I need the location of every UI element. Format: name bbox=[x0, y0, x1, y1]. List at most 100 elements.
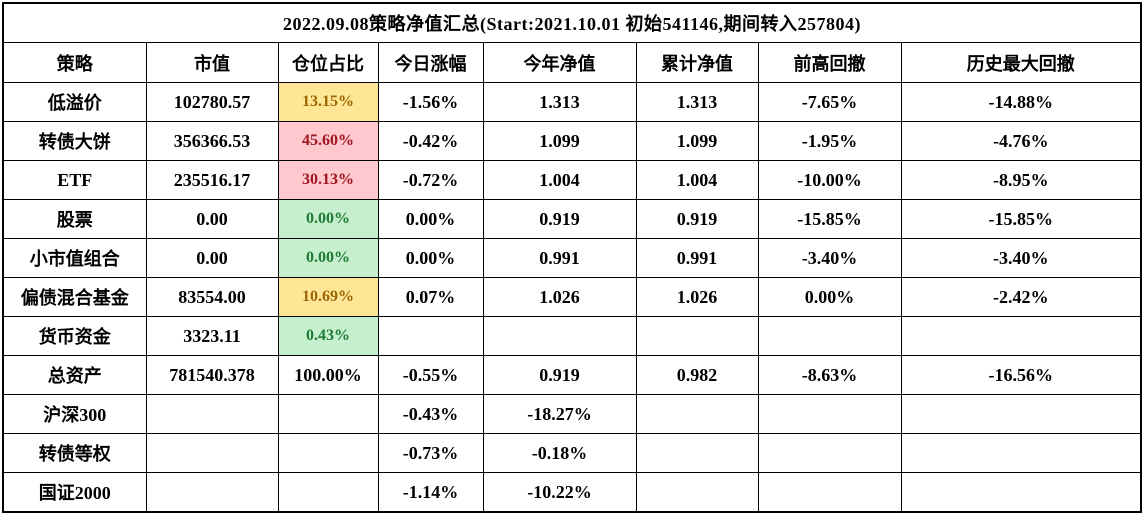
today-change-cell: -1.14% bbox=[377, 472, 484, 513]
page-title: 2022.09.08策略净值汇总(Start:2021.10.01 初始5411… bbox=[2, 2, 1142, 43]
table-row: 小市值组合 0.00 0.00% 0.00% 0.991 0.991 -3.40… bbox=[2, 238, 1142, 278]
market-value-cell bbox=[145, 472, 279, 513]
market-value-cell bbox=[145, 394, 279, 434]
market-value-cell: 781540.378 bbox=[145, 355, 279, 395]
max-drawdown-cell bbox=[900, 433, 1142, 473]
market-value-cell: 0.00 bbox=[145, 199, 279, 239]
header-max-drawdown: 历史最大回撤 bbox=[900, 42, 1142, 83]
cumulative-nav-cell: 1.026 bbox=[635, 277, 759, 317]
position-ratio-cell: 30.13% bbox=[277, 160, 379, 200]
header-position-ratio: 仓位占比 bbox=[277, 42, 379, 83]
cumulative-nav-cell: 1.313 bbox=[635, 82, 759, 122]
table-row: 货币资金 3323.11 0.43% bbox=[2, 316, 1142, 356]
cumulative-nav-cell bbox=[635, 316, 759, 356]
cumulative-nav-cell: 0.991 bbox=[635, 238, 759, 278]
max-drawdown-cell: -8.95% bbox=[900, 160, 1142, 200]
cumulative-nav-cell bbox=[635, 394, 759, 434]
strategy-cell: 总资产 bbox=[2, 355, 147, 395]
header-today-change: 今日涨幅 bbox=[377, 42, 484, 83]
market-value-cell: 356366.53 bbox=[145, 121, 279, 161]
max-drawdown-cell: -3.40% bbox=[900, 238, 1142, 278]
max-drawdown-cell bbox=[900, 316, 1142, 356]
market-value-cell: 83554.00 bbox=[145, 277, 279, 317]
table-row: ETF 235516.17 30.13% -0.72% 1.004 1.004 … bbox=[2, 160, 1142, 200]
strategy-cell: 转债大饼 bbox=[2, 121, 147, 161]
today-change-cell: -0.72% bbox=[377, 160, 484, 200]
drawdown-from-high-cell: -1.95% bbox=[757, 121, 902, 161]
drawdown-from-high-cell: -3.40% bbox=[757, 238, 902, 278]
position-ratio-cell: 100.00% bbox=[277, 355, 379, 395]
ytd-nav-cell: -10.22% bbox=[482, 472, 637, 513]
cumulative-nav-cell bbox=[635, 472, 759, 513]
strategy-cell: 偏债混合基金 bbox=[2, 277, 147, 317]
cumulative-nav-cell bbox=[635, 433, 759, 473]
drawdown-from-high-cell: -8.63% bbox=[757, 355, 902, 395]
ytd-nav-cell: 1.313 bbox=[482, 82, 637, 122]
table-row: 总资产 781540.378 100.00% -0.55% 0.919 0.98… bbox=[2, 355, 1142, 395]
drawdown-from-high-cell: -7.65% bbox=[757, 82, 902, 122]
ytd-nav-cell: 1.004 bbox=[482, 160, 637, 200]
position-ratio-cell: 0.43% bbox=[277, 316, 379, 356]
table-row: 偏债混合基金 83554.00 10.69% 0.07% 1.026 1.026… bbox=[2, 277, 1142, 317]
ytd-nav-cell: 0.919 bbox=[482, 199, 637, 239]
position-ratio-cell: 0.00% bbox=[277, 199, 379, 239]
table-row: 转债等权 -0.73% -0.18% bbox=[2, 433, 1142, 473]
ytd-nav-cell: -18.27% bbox=[482, 394, 637, 434]
ytd-nav-cell bbox=[482, 316, 637, 356]
strategy-cell: 转债等权 bbox=[2, 433, 147, 473]
strategy-cell: ETF bbox=[2, 160, 147, 200]
header-cumulative-nav: 累计净值 bbox=[635, 42, 759, 83]
table-row: 股票 0.00 0.00% 0.00% 0.919 0.919 -15.85% … bbox=[2, 199, 1142, 239]
max-drawdown-cell: -15.85% bbox=[900, 199, 1142, 239]
drawdown-from-high-cell: 0.00% bbox=[757, 277, 902, 317]
cumulative-nav-cell: 0.919 bbox=[635, 199, 759, 239]
drawdown-from-high-cell bbox=[757, 472, 902, 513]
drawdown-from-high-cell: -15.85% bbox=[757, 199, 902, 239]
header-drawdown-from-high: 前高回撤 bbox=[757, 42, 902, 83]
market-value-cell: 0.00 bbox=[145, 238, 279, 278]
header-strategy: 策略 bbox=[2, 42, 147, 83]
cumulative-nav-cell: 1.099 bbox=[635, 121, 759, 161]
ytd-nav-cell: -0.18% bbox=[482, 433, 637, 473]
max-drawdown-cell: -4.76% bbox=[900, 121, 1142, 161]
ytd-nav-cell: 0.919 bbox=[482, 355, 637, 395]
today-change-cell: -0.43% bbox=[377, 394, 484, 434]
cumulative-nav-cell: 0.982 bbox=[635, 355, 759, 395]
strategy-cell: 小市值组合 bbox=[2, 238, 147, 278]
table-row: 国证2000 -1.14% -10.22% bbox=[2, 472, 1142, 513]
cumulative-nav-cell: 1.004 bbox=[635, 160, 759, 200]
ytd-nav-cell: 1.026 bbox=[482, 277, 637, 317]
today-change-cell bbox=[377, 316, 484, 356]
header-ytd-nav: 今年净值 bbox=[482, 42, 637, 83]
max-drawdown-cell bbox=[900, 472, 1142, 513]
table-row: 转债大饼 356366.53 45.60% -0.42% 1.099 1.099… bbox=[2, 121, 1142, 161]
today-change-cell: 0.07% bbox=[377, 277, 484, 317]
position-ratio-cell bbox=[277, 394, 379, 434]
position-ratio-cell: 10.69% bbox=[277, 277, 379, 317]
today-change-cell: -0.42% bbox=[377, 121, 484, 161]
strategy-cell: 股票 bbox=[2, 199, 147, 239]
today-change-cell: 0.00% bbox=[377, 199, 484, 239]
table-row: 低溢价 102780.57 13.15% -1.56% 1.313 1.313 … bbox=[2, 82, 1142, 122]
strategy-cell: 国证2000 bbox=[2, 472, 147, 513]
position-ratio-cell: 13.15% bbox=[277, 82, 379, 122]
today-change-cell: -0.73% bbox=[377, 433, 484, 473]
max-drawdown-cell: -2.42% bbox=[900, 277, 1142, 317]
market-value-cell: 3323.11 bbox=[145, 316, 279, 356]
drawdown-from-high-cell: -10.00% bbox=[757, 160, 902, 200]
position-ratio-cell bbox=[277, 472, 379, 513]
position-ratio-cell: 0.00% bbox=[277, 238, 379, 278]
today-change-cell: 0.00% bbox=[377, 238, 484, 278]
market-value-cell: 102780.57 bbox=[145, 82, 279, 122]
header-market-value: 市值 bbox=[145, 42, 279, 83]
ytd-nav-cell: 1.099 bbox=[482, 121, 637, 161]
today-change-cell: -1.56% bbox=[377, 82, 484, 122]
position-ratio-cell: 45.60% bbox=[277, 121, 379, 161]
today-change-cell: -0.55% bbox=[377, 355, 484, 395]
max-drawdown-cell: -16.56% bbox=[900, 355, 1142, 395]
strategy-cell: 沪深300 bbox=[2, 394, 147, 434]
header-row: 策略 市值 仓位占比 今日涨幅 今年净值 累计净值 前高回撤 历史最大回撤 bbox=[2, 42, 1142, 83]
strategy-cell: 低溢价 bbox=[2, 82, 147, 122]
max-drawdown-cell: -14.88% bbox=[900, 82, 1142, 122]
